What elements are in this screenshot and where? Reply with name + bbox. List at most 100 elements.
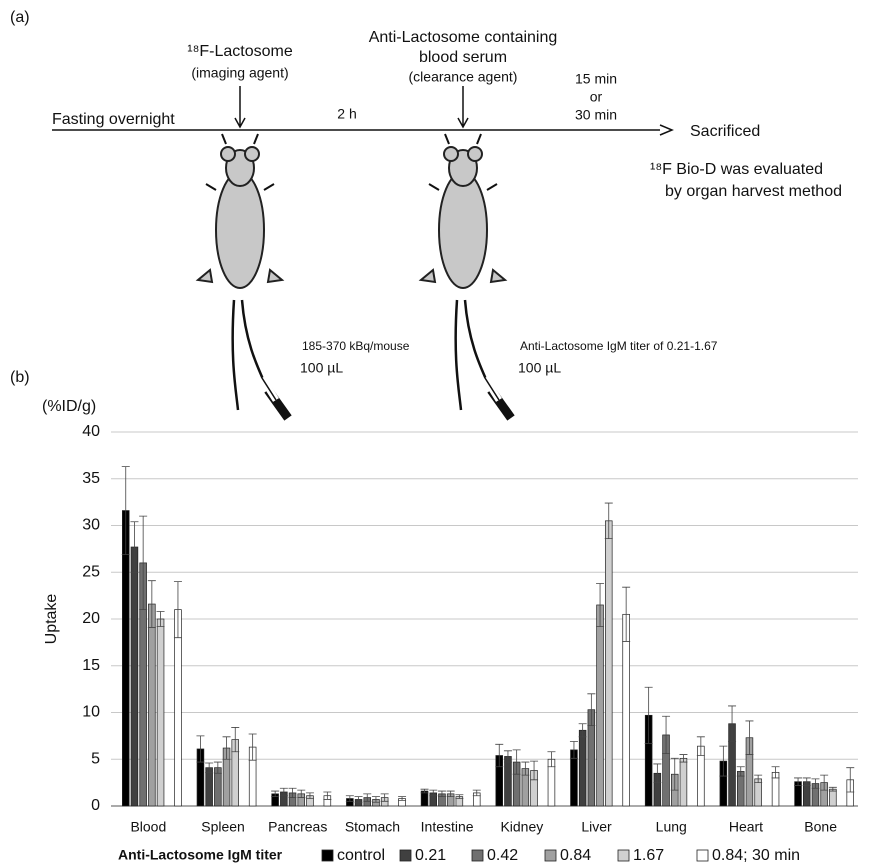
label: 15 min xyxy=(575,71,617,87)
error-bar xyxy=(728,705,737,742)
y-tick-label: 30 xyxy=(82,517,100,534)
bar xyxy=(596,604,604,807)
error-bar xyxy=(736,766,745,777)
error-bar xyxy=(446,790,455,798)
y-tick-label: 35 xyxy=(82,470,100,487)
x-tick-label: Bone xyxy=(804,819,837,835)
error-bar xyxy=(156,611,165,627)
error-bar xyxy=(587,693,596,726)
bar xyxy=(736,771,745,807)
bar xyxy=(130,546,139,807)
error-bar xyxy=(521,761,530,776)
x-tick-label: Stomach xyxy=(345,819,400,835)
error-bar xyxy=(248,733,257,761)
legend-swatch xyxy=(544,849,557,862)
error-bar xyxy=(420,788,429,794)
error-bar xyxy=(271,790,280,798)
error-bar xyxy=(530,760,539,781)
bar xyxy=(148,603,156,807)
x-tick-label: Kidney xyxy=(500,819,543,835)
bar xyxy=(156,618,165,807)
label: by organ harvest method xyxy=(665,183,842,200)
error-bar xyxy=(305,792,314,799)
error-bar xyxy=(121,466,130,555)
panel-label: (b) xyxy=(10,369,30,386)
x-tick-label: Blood xyxy=(130,819,166,835)
error-bar xyxy=(578,723,587,738)
error-bar xyxy=(745,720,754,755)
error-bar xyxy=(231,727,240,753)
error-bar xyxy=(323,791,332,800)
error-bar xyxy=(371,796,380,803)
error-bar xyxy=(596,583,605,627)
error-bar xyxy=(754,774,763,784)
bar xyxy=(622,613,630,807)
error-bar xyxy=(811,778,820,789)
legend-swatch xyxy=(471,849,484,862)
error-bar xyxy=(802,777,811,786)
error-bar xyxy=(503,750,512,763)
label: Fasting overnight xyxy=(52,111,175,128)
error-bar xyxy=(380,793,389,802)
error-bar xyxy=(288,787,297,798)
legend-swatch xyxy=(696,849,709,862)
bar xyxy=(174,609,182,807)
y-tick-label: 5 xyxy=(91,750,100,767)
label: ¹⁸F-Lactosome xyxy=(187,43,293,60)
error-bar xyxy=(495,743,504,768)
error-bar xyxy=(653,763,662,784)
label: Anti-Lactosome IgM titer of 0.21-1.67 xyxy=(520,339,718,353)
error-bar xyxy=(696,736,705,756)
error-bar xyxy=(196,735,205,763)
label: 100 µL xyxy=(300,360,343,376)
y-axis-title: Uptake xyxy=(43,594,60,645)
error-bar xyxy=(279,787,288,797)
error-bar xyxy=(604,502,613,539)
error-bar xyxy=(794,777,803,786)
error-bar xyxy=(644,686,653,744)
error-bar xyxy=(363,793,372,802)
x-tick-label: Liver xyxy=(581,819,612,835)
arrowhead xyxy=(659,124,674,136)
error-bar xyxy=(828,786,837,792)
error-bar xyxy=(547,751,556,768)
y-tick-label: 25 xyxy=(82,563,100,580)
error-bar xyxy=(354,796,363,803)
legend-label: 0.84; 30 min xyxy=(712,847,800,863)
bar xyxy=(504,756,512,807)
error-bar xyxy=(130,521,139,573)
legend-swatch xyxy=(617,849,630,862)
bar xyxy=(829,788,837,807)
x-tick-label: Lung xyxy=(656,819,687,835)
x-tick-label: Intestine xyxy=(421,819,474,835)
label: ¹⁸F Bio-D was evaluated xyxy=(650,161,823,178)
error-bar xyxy=(173,581,182,639)
y-tick-label: 0 xyxy=(91,797,100,814)
legend-swatch xyxy=(321,849,334,862)
label: 185-370 kBq/mouse xyxy=(302,339,410,353)
error-bar xyxy=(472,789,481,797)
y-tick-label: 15 xyxy=(82,657,100,674)
mouse-icon xyxy=(198,134,288,418)
legend-label: 0.21 xyxy=(415,847,446,863)
error-bar xyxy=(622,586,631,642)
error-bar xyxy=(222,736,231,760)
legend-label: control xyxy=(337,847,385,863)
error-bar xyxy=(670,757,679,791)
label: 2 h xyxy=(337,106,356,122)
legend-label: 0.84 xyxy=(560,847,591,863)
error-bar xyxy=(139,515,148,611)
y-tick-label: 20 xyxy=(82,610,100,627)
plot: 0 5 10 15 20 25 30 35 40 Blood Spleen Pancreas Stoma… xyxy=(82,423,858,863)
label: 100 µL xyxy=(518,360,561,376)
bar xyxy=(679,757,688,807)
y-tick-label: 10 xyxy=(82,704,100,721)
x-tick-label: Pancreas xyxy=(268,819,327,835)
error-bar xyxy=(846,767,855,793)
arrow xyxy=(234,86,246,129)
error-bar xyxy=(297,789,306,798)
error-bar xyxy=(437,790,446,798)
label: Anti-Lactosome containing xyxy=(369,29,558,46)
mouse-icon xyxy=(421,134,511,418)
